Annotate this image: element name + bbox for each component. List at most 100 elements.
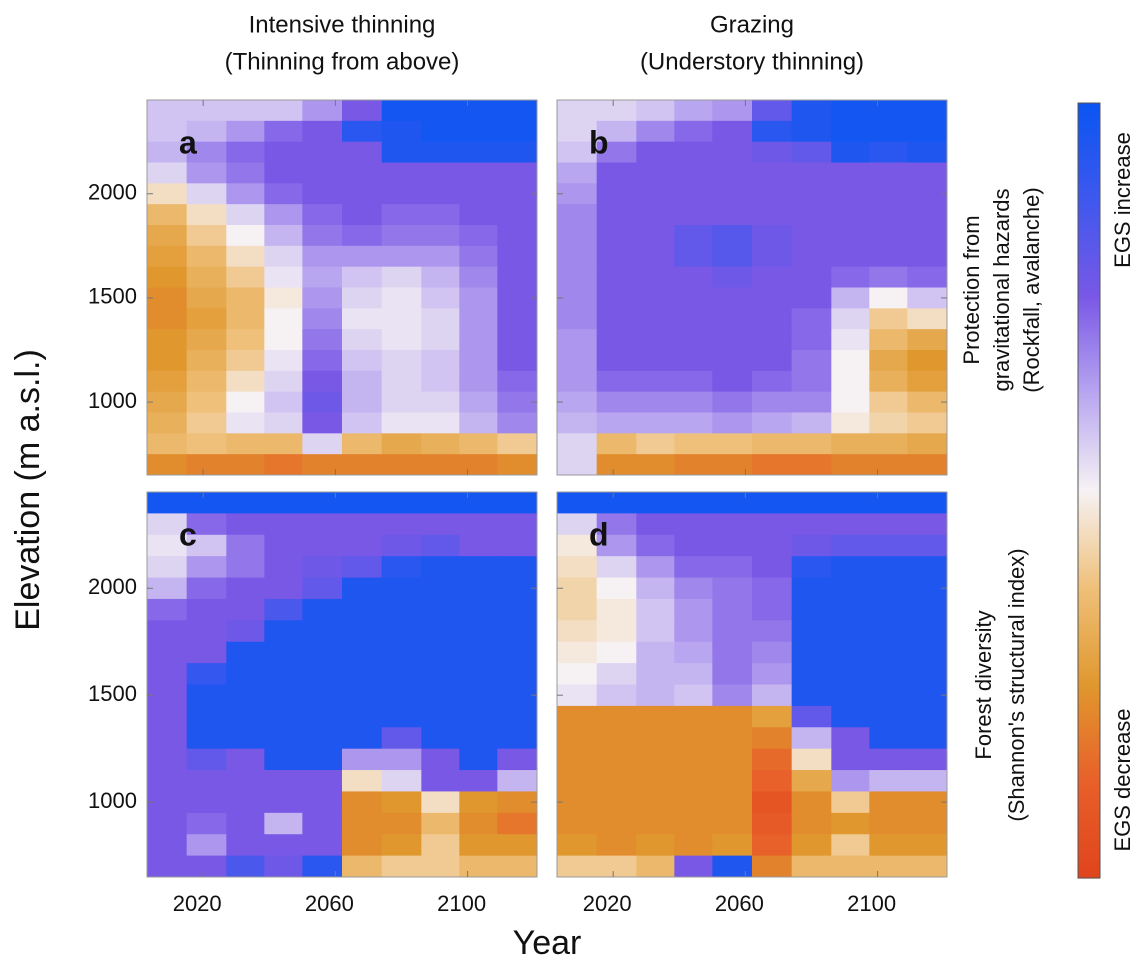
heatmap-cell xyxy=(264,100,303,122)
heatmap-cell xyxy=(869,620,908,643)
heatmap-cell xyxy=(421,370,460,393)
heatmap-cell xyxy=(497,412,538,434)
heatmap-cell xyxy=(907,329,948,351)
heatmap-cell xyxy=(907,791,948,814)
heatmap-cell xyxy=(264,412,303,434)
heatmap-cell xyxy=(497,855,538,878)
heatmap-cell xyxy=(147,308,188,330)
heatmap-cell xyxy=(342,391,383,413)
heatmap-cell xyxy=(381,834,422,857)
heatmap-cell xyxy=(226,598,265,621)
heatmap-cell xyxy=(596,225,637,247)
heatmap-cell xyxy=(381,770,422,792)
heatmap-cell xyxy=(147,534,188,557)
heatmap-cell xyxy=(147,727,188,750)
panel-label: c xyxy=(179,516,197,552)
panel-frame xyxy=(556,491,948,878)
heatmap-cell xyxy=(264,855,303,878)
heatmap-cell xyxy=(226,225,265,247)
heatmap-cell xyxy=(302,684,343,707)
heatmap-cell xyxy=(674,577,713,600)
heatmap-cell xyxy=(791,308,832,330)
heatmap-cell xyxy=(381,308,422,330)
heatmap-cell xyxy=(302,534,343,557)
heatmap-cell xyxy=(302,577,343,600)
heatmap-cell xyxy=(907,454,948,476)
heatmap-cell xyxy=(147,598,188,621)
heatmap-cell xyxy=(302,308,343,330)
heatmap-cell xyxy=(596,748,637,771)
heatmap-cell xyxy=(459,663,498,685)
heatmap-cell xyxy=(596,577,637,600)
heatmap-cell xyxy=(459,412,498,434)
heatmap-cell xyxy=(264,266,303,288)
heatmap-cell xyxy=(302,225,343,247)
heatmap-cell xyxy=(147,266,188,288)
heatmap-cell xyxy=(147,855,188,878)
heatmap-cell xyxy=(791,141,832,163)
heatmap-cell xyxy=(869,534,908,557)
heatmap-cell xyxy=(712,162,753,184)
heatmap-cell xyxy=(342,412,383,434)
colorbar-segment xyxy=(1078,199,1100,298)
heatmap-cell xyxy=(831,791,870,814)
heatmap-cell xyxy=(712,308,753,330)
heatmap-cell xyxy=(381,556,422,579)
heatmap-cell xyxy=(831,620,870,643)
heatmap xyxy=(557,492,948,878)
heatmap-cell xyxy=(674,534,713,557)
heatmap-cell xyxy=(497,433,538,455)
heatmap-cell xyxy=(674,391,713,413)
heatmap-cell xyxy=(459,598,498,621)
heatmap-cell xyxy=(497,266,538,288)
heatmap-cell xyxy=(791,350,832,372)
heatmap-cell xyxy=(831,204,870,226)
heatmap-cell xyxy=(381,370,422,393)
heatmap-cell xyxy=(186,287,227,309)
heatmap-cell xyxy=(497,492,538,514)
heatmap-cell xyxy=(497,100,538,122)
heatmap-cell xyxy=(497,454,538,476)
heatmap-cell xyxy=(147,684,188,707)
heatmap-cell xyxy=(636,454,675,476)
heatmap-cell xyxy=(147,350,188,372)
heatmap-cell xyxy=(147,663,188,685)
heatmap-cell xyxy=(147,834,188,857)
heatmap-cell xyxy=(596,834,637,857)
heatmap-cell xyxy=(497,141,538,163)
heatmap-cell xyxy=(752,727,793,750)
heatmap-cell xyxy=(752,204,793,226)
heatmap-cell xyxy=(459,748,498,771)
heatmap-cell xyxy=(831,391,870,413)
heatmap-cell xyxy=(752,120,793,143)
heatmap-cell xyxy=(636,225,675,247)
heatmap-cell xyxy=(264,684,303,707)
heatmap-cell xyxy=(421,663,460,685)
heatmap-cell xyxy=(557,577,598,600)
heatmap-cell xyxy=(636,513,675,536)
heatmap-cell xyxy=(869,183,908,205)
heatmap-cell xyxy=(791,287,832,309)
heatmap-cell xyxy=(596,287,637,309)
heatmap-cell xyxy=(459,791,498,814)
heatmap-cell xyxy=(497,513,538,536)
heatmap-cell xyxy=(381,705,422,728)
heatmap-cell xyxy=(674,225,713,247)
heatmap-cell xyxy=(596,855,637,878)
heatmap-cell xyxy=(712,183,753,205)
heatmap-cell xyxy=(186,705,227,728)
heatmap-cell xyxy=(791,391,832,413)
heatmap-cell xyxy=(791,663,832,685)
heatmap-cell xyxy=(674,204,713,226)
heatmap-cell xyxy=(381,855,422,878)
heatmap-cell xyxy=(907,812,948,835)
heatmap-cell xyxy=(302,412,343,434)
heatmap-cell xyxy=(869,598,908,621)
heatmap-cell xyxy=(342,705,383,728)
heatmap-cell xyxy=(636,100,675,122)
heatmap-cell xyxy=(421,598,460,621)
heatmap-cell xyxy=(302,834,343,857)
heatmap-cell xyxy=(791,120,832,143)
heatmap-cell xyxy=(342,812,383,835)
heatmap-cell xyxy=(791,266,832,288)
